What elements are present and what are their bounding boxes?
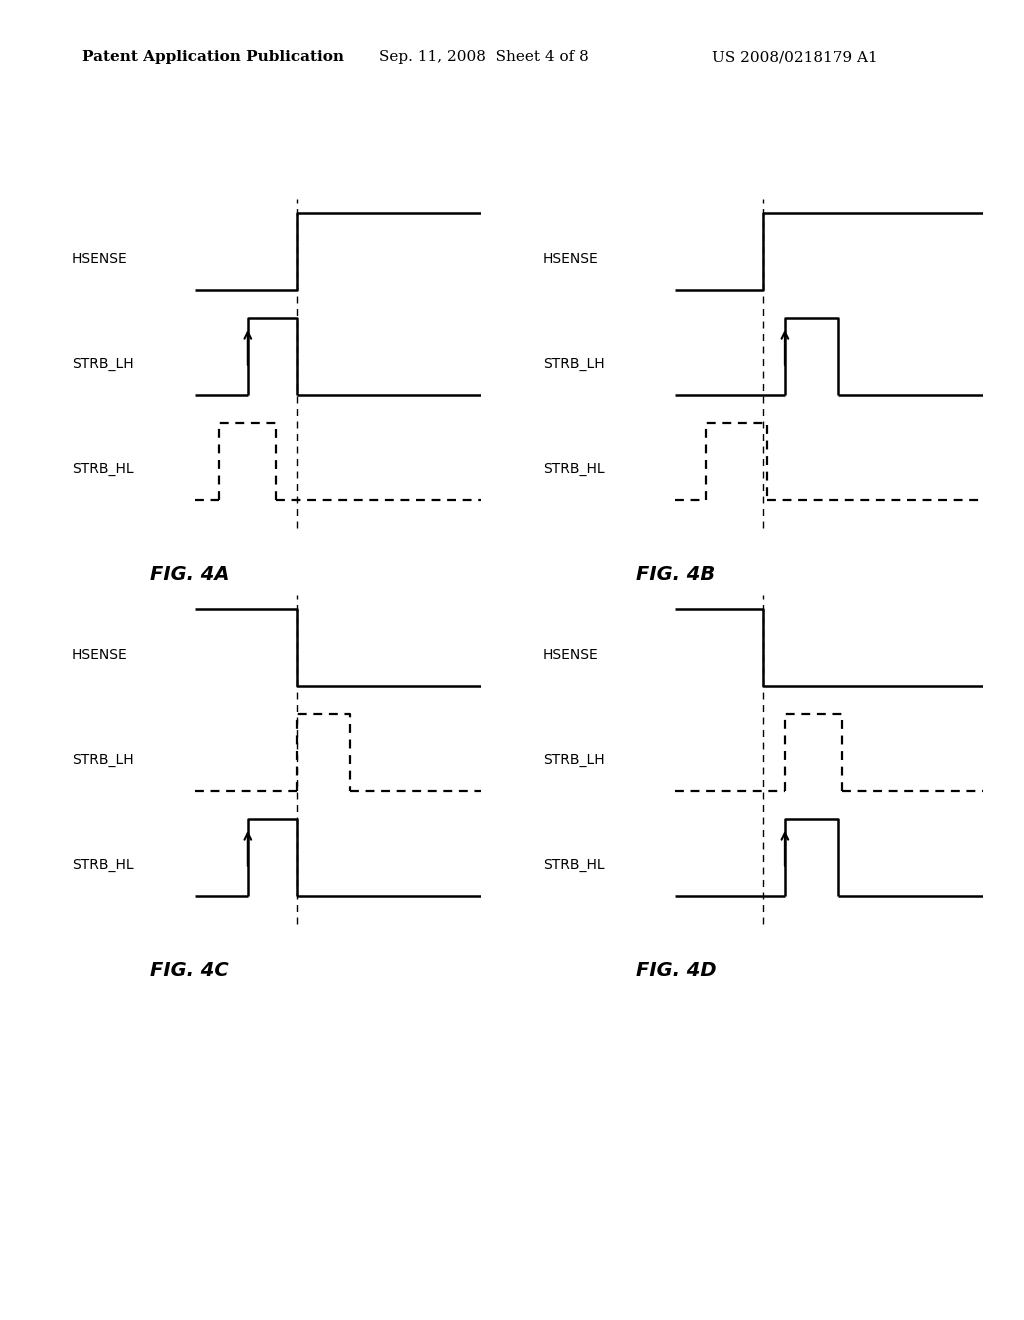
Text: HSENSE: HSENSE [543, 648, 598, 661]
Text: FIG. 4C: FIG. 4C [151, 961, 228, 979]
Text: Sep. 11, 2008  Sheet 4 of 8: Sep. 11, 2008 Sheet 4 of 8 [379, 50, 589, 65]
Text: Patent Application Publication: Patent Application Publication [82, 50, 344, 65]
Text: STRB_LH: STRB_LH [72, 356, 133, 371]
Text: STRB_LH: STRB_LH [543, 752, 604, 767]
Text: STRB_HL: STRB_HL [72, 858, 133, 871]
Text: HSENSE: HSENSE [72, 648, 127, 661]
Text: US 2008/0218179 A1: US 2008/0218179 A1 [712, 50, 878, 65]
Text: HSENSE: HSENSE [543, 252, 598, 265]
Text: FIG. 4A: FIG. 4A [150, 565, 229, 583]
Text: FIG. 4D: FIG. 4D [636, 961, 716, 979]
Text: FIG. 4B: FIG. 4B [636, 565, 716, 583]
Text: HSENSE: HSENSE [72, 252, 127, 265]
Text: STRB_LH: STRB_LH [72, 752, 133, 767]
Text: STRB_HL: STRB_HL [543, 858, 604, 871]
Text: STRB_HL: STRB_HL [72, 462, 133, 475]
Text: STRB_LH: STRB_LH [543, 356, 604, 371]
Text: STRB_HL: STRB_HL [543, 462, 604, 475]
